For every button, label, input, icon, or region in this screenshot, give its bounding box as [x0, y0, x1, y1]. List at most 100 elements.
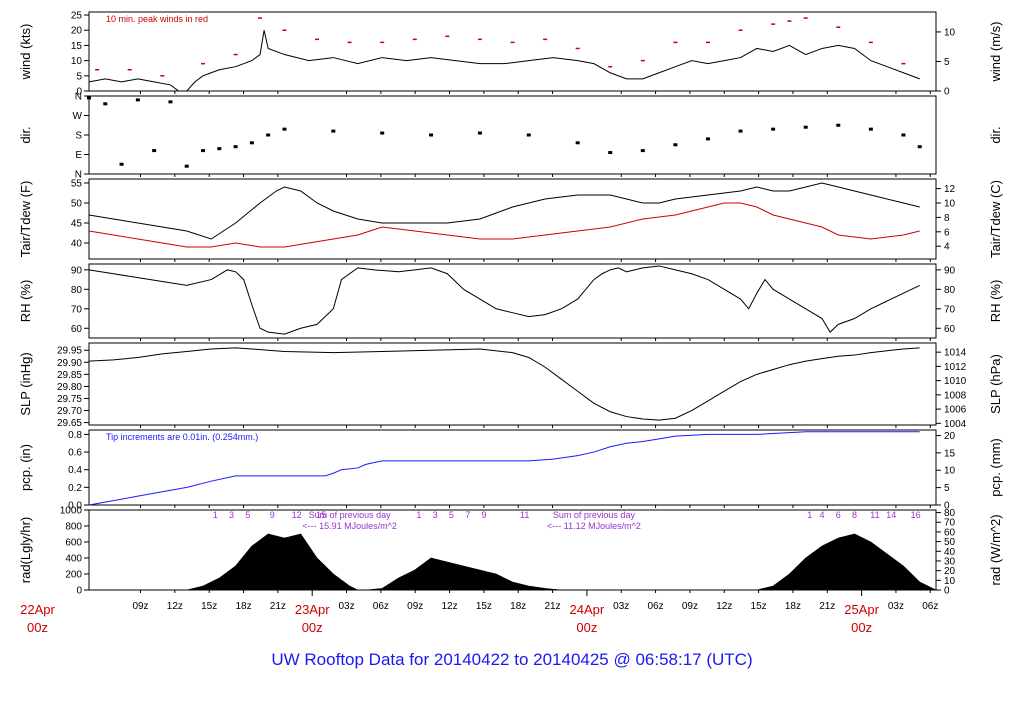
hour-label: 3 [433, 510, 438, 520]
hour-label: 15 [316, 510, 326, 520]
ytick-label-wind: 0 [76, 87, 82, 98]
data-point-dir [282, 127, 287, 131]
ytick-label-pcp: 0.8 [68, 430, 82, 441]
ytick-label-temp: 55 [71, 179, 83, 190]
summary-line1: Sum of previous day [553, 510, 636, 520]
ytick-label-dir: N [75, 92, 82, 103]
ytick-label-rad: 200 [65, 570, 82, 581]
ytick-right-label-temp: 12 [944, 184, 956, 195]
ytick-label-pcp: 0.6 [68, 448, 82, 459]
day-time-label: 00z [576, 620, 597, 635]
series-temp-1 [88, 202, 920, 248]
ylabel-left-rh: RH (%) [18, 280, 33, 323]
ytick-label-dir: W [73, 111, 83, 122]
ylabel-right-pcp: pcp. (mm) [988, 438, 1003, 497]
data-point-dir [135, 98, 140, 102]
ytick-right-label-rad: 80 [944, 508, 956, 519]
ylabel-right-rad: rad (W/m^2) [988, 514, 1003, 585]
ytick-label-pcp: 0.4 [68, 465, 82, 476]
ytick-right-label-pcp: 20 [944, 431, 956, 442]
data-point-dir [477, 131, 482, 135]
ytick-label-slp: 29.85 [57, 370, 82, 381]
day-time-label: 00z [302, 620, 323, 635]
ytick-label-dir: E [75, 150, 82, 161]
ytick-label-slp: 29.95 [57, 346, 82, 357]
xtick-label: 15z [476, 601, 492, 612]
ytick-right-label-pcp: 15 [944, 448, 956, 459]
ytick-right-label-rad: 60 [944, 527, 956, 538]
ytick-label-slp: 29.75 [57, 394, 82, 405]
ytick-right-label-rad: 70 [944, 518, 956, 529]
data-point-dir [103, 102, 108, 106]
ytick-right-label-slp: 1004 [944, 419, 967, 430]
data-point-dir [380, 131, 385, 135]
data-point-dir [673, 143, 678, 147]
xtick-label: 03z [613, 601, 629, 612]
day-time-label: 00z [851, 620, 872, 635]
panel-frame-rh [88, 263, 937, 339]
panel-frame-dir [88, 95, 937, 175]
hour-label: 6 [836, 510, 841, 520]
ytick-right-label-pcp: 10 [944, 466, 956, 477]
xtick-label: 18z [510, 601, 526, 612]
ytick-right-label-wind: 0 [944, 87, 950, 98]
ytick-right-label-rad: 40 [944, 547, 956, 558]
data-point-dir [152, 149, 157, 153]
panel-frame-pcp [88, 429, 937, 506]
ytick-label-rad: 600 [65, 538, 82, 549]
ytick-right-label-wind: 5 [944, 57, 950, 68]
ytick-label-temp: 40 [71, 239, 83, 250]
data-point-dir [640, 149, 645, 153]
xtick-label: 09z [407, 601, 423, 612]
ytick-label-slp: 29.80 [57, 382, 82, 393]
xtick-label: 12z [167, 601, 183, 612]
ytick-right-label-rad: 30 [944, 556, 956, 567]
ytick-label-rh: 70 [71, 304, 83, 315]
summary-line2: <--- 11.12 MJoules/m^2 [547, 521, 641, 531]
xtick-label: 18z [235, 601, 251, 612]
ytick-right-label-pcp: 0 [944, 501, 950, 512]
annotation-wind: 10 min. peak winds in red [106, 14, 208, 24]
hour-label: 3 [229, 510, 234, 520]
ytick-label-rad: 1000 [60, 506, 83, 517]
ytick-right-label-slp: 1014 [944, 348, 967, 359]
ylabel-right-temp: Tair/Tdew (C) [988, 180, 1003, 258]
hour-label: 4 [819, 510, 824, 520]
ytick-right-label-temp: 10 [944, 199, 956, 210]
ytick-label-wind: 5 [76, 71, 82, 82]
ytick-label-wind: 15 [71, 41, 83, 52]
xtick-label: 18z [785, 601, 801, 612]
series-temp-0 [88, 182, 920, 240]
ytick-right-label-wind: 10 [944, 27, 956, 38]
ylabel-left-slp: SLP (inHg) [18, 352, 33, 415]
ytick-label-slp: 29.90 [57, 358, 82, 369]
hour-label: 5 [449, 510, 454, 520]
hour-label: 1 [213, 510, 218, 520]
ytick-right-label-slp: 1010 [944, 376, 967, 387]
ytick-label-slp: 29.65 [57, 418, 82, 429]
data-point-dir [836, 123, 841, 127]
data-point-dir [608, 151, 613, 155]
data-point-dir [233, 145, 238, 149]
ytick-right-label-rh: 70 [944, 304, 956, 315]
xtick-label: 09z [132, 601, 148, 612]
data-point-dir [575, 141, 580, 145]
ytick-label-temp: 45 [71, 219, 83, 230]
xtick-label: 12z [716, 601, 732, 612]
xtick-label: 06z [648, 601, 664, 612]
ytick-right-label-slp: 1006 [944, 405, 967, 416]
ylabel-left-pcp: pcp. (in) [18, 444, 33, 491]
xtick-label: 15z [751, 601, 767, 612]
day-date-label: 24Apr [570, 602, 605, 617]
panel-frame-temp [88, 178, 937, 260]
data-point-dir [526, 133, 531, 137]
data-point-dir [201, 149, 206, 153]
data-point-dir [738, 129, 743, 133]
ytick-label-rad: 0 [76, 586, 82, 597]
xtick-label: 03z [888, 601, 904, 612]
hour-label: 1 [807, 510, 812, 520]
hour-label: 14 [886, 510, 896, 520]
data-point-dir [266, 133, 271, 137]
ytick-right-label-rad: 50 [944, 537, 956, 548]
